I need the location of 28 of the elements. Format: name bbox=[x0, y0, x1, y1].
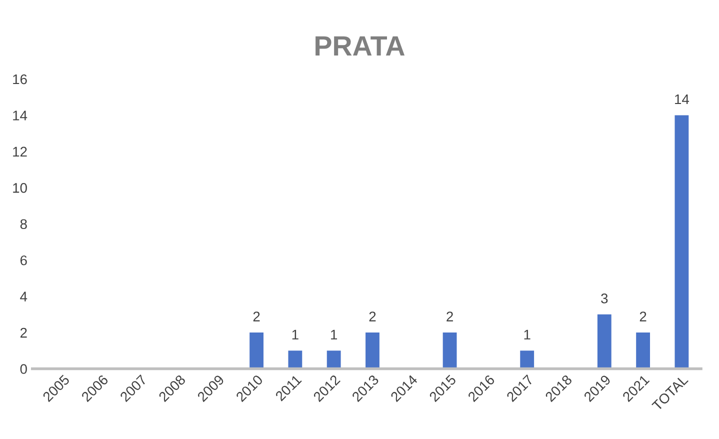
y-tick-label: 0 bbox=[20, 364, 27, 374]
data-label: 1 bbox=[524, 330, 530, 340]
data-label: 14 bbox=[675, 94, 690, 104]
y-tick-label: 14 bbox=[13, 110, 28, 120]
bar bbox=[288, 350, 302, 369]
y-tick-label: 4 bbox=[20, 292, 28, 302]
y-tick-label: 12 bbox=[13, 146, 27, 156]
data-label: 2 bbox=[369, 312, 376, 322]
data-label: 1 bbox=[292, 330, 298, 340]
data-label: 2 bbox=[253, 312, 260, 322]
y-tick-label: 8 bbox=[20, 219, 27, 230]
bar bbox=[520, 350, 534, 369]
y-tick-label: 6 bbox=[20, 255, 27, 266]
bar bbox=[442, 332, 457, 369]
data-label: 2 bbox=[640, 312, 646, 322]
bar bbox=[366, 332, 380, 369]
y-tick-label: 16 bbox=[13, 74, 27, 84]
bar bbox=[250, 332, 264, 369]
chart-title: PRATA bbox=[316, 36, 405, 56]
y-tick-label: 10 bbox=[13, 183, 27, 193]
y-tick-label: 2 bbox=[20, 328, 27, 338]
data-label: 1 bbox=[331, 330, 338, 340]
data-label: 3 bbox=[601, 294, 608, 304]
data-label: 2 bbox=[446, 312, 453, 322]
bar bbox=[674, 115, 689, 369]
bar bbox=[636, 332, 650, 369]
bar bbox=[326, 350, 341, 369]
bar bbox=[597, 314, 612, 369]
